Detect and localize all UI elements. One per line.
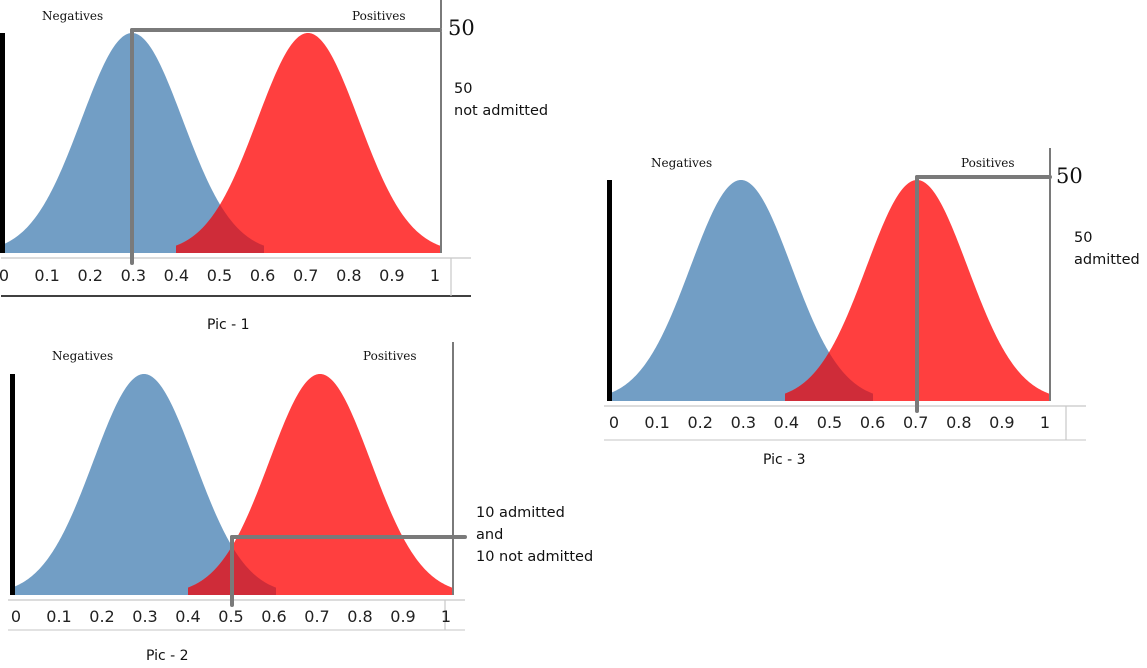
x-tick-label: 1 — [1039, 413, 1051, 432]
x-tick-label: 0.6 — [859, 413, 886, 432]
x-tick-label: 0.6 — [261, 607, 287, 626]
x-tick-label: 0.9 — [989, 413, 1015, 432]
annotation-line-2: and — [476, 527, 504, 543]
x-tick-label: 0.8 — [336, 266, 362, 285]
x-tick-label: 0.1 — [46, 607, 72, 626]
x-tick-label: 0.1 — [644, 413, 670, 432]
annotation-line-3: 10 not admitted — [476, 549, 594, 565]
x-tick-label: 0.2 — [89, 607, 115, 626]
overlap-region — [176, 204, 264, 253]
x-tick-label: 0 — [10, 607, 22, 626]
legend-negatives: Negatives — [651, 156, 713, 170]
x-tick-label: 0.5 — [218, 607, 244, 626]
axis-strip — [8, 600, 465, 630]
x-tick-label: 0.5 — [206, 266, 233, 285]
annotation-line-2: admitted — [1074, 252, 1140, 268]
annotation-line-1: 50 — [1074, 230, 1093, 246]
x-tick-label: 0.9 — [379, 266, 405, 285]
x-tick-label: 0.3 — [120, 266, 147, 285]
legend-positives: Positives — [363, 349, 417, 363]
chart-plot-1 — [0, 0, 471, 297]
x-tick-label: 0.7 — [292, 266, 319, 285]
x-tick-label: 0.3 — [132, 607, 158, 626]
x-tick-label: 0.8 — [347, 607, 373, 626]
series-negatives-area — [609, 180, 873, 401]
x-tick-label: 0.7 — [902, 413, 929, 432]
annotation-line-2: not admitted — [454, 103, 549, 119]
left-axis-bar — [0, 33, 5, 253]
series-negatives-area — [12, 374, 276, 595]
x-tick-label: 0.3 — [730, 413, 757, 432]
x-tick-label: 0.2 — [687, 413, 713, 432]
x-tick-label: 0.5 — [816, 413, 843, 432]
chart-caption: Pic - 3 — [763, 452, 806, 468]
x-tick-label: 0.9 — [390, 607, 416, 626]
chart-panel-2: Negatives Positives 10 admitted and 10 n… — [8, 342, 594, 664]
axis-strip — [1, 258, 471, 296]
series-positives-area — [188, 374, 452, 595]
chart-caption: Pic - 1 — [207, 317, 250, 333]
x-tick-label: 0.8 — [946, 413, 972, 432]
left-axis-bar — [607, 180, 612, 401]
x-tick-label: 1 — [440, 607, 452, 626]
x-tick-label: 1 — [429, 266, 441, 285]
threshold-count: 50 — [448, 16, 475, 40]
legend-positives: Positives — [961, 156, 1015, 170]
x-tick-label: 0.7 — [304, 607, 330, 626]
chart-caption: Pic - 2 — [146, 648, 189, 664]
x-tick-label: 0.2 — [77, 266, 103, 285]
x-tick-label: 0.6 — [249, 266, 276, 285]
x-tick-label: 0.4 — [773, 413, 800, 432]
axis-strip — [604, 406, 1086, 440]
annotation-line-1: 10 admitted — [476, 505, 565, 521]
overlap-region — [785, 352, 873, 401]
x-tick-label: 0.1 — [34, 266, 60, 285]
chart-panel-1: Negatives Positives 50 50 not admitted P… — [0, 0, 600, 340]
x-tick-label: 0 — [0, 266, 10, 285]
x-tick-label: 0.4 — [163, 266, 190, 285]
chart-plot-2 — [8, 342, 467, 631]
legend-positives: Positives — [352, 9, 406, 23]
x-tick-label: 0.4 — [175, 607, 201, 626]
left-axis-bar — [10, 374, 15, 595]
x-tick-label: 0 — [608, 413, 620, 432]
threshold-count: 50 — [1056, 164, 1083, 188]
legend-negatives: Negatives — [42, 9, 104, 23]
legend-negatives: Negatives — [52, 349, 114, 363]
series-positives-area — [176, 33, 440, 253]
annotation-line-1: 50 — [454, 81, 473, 97]
